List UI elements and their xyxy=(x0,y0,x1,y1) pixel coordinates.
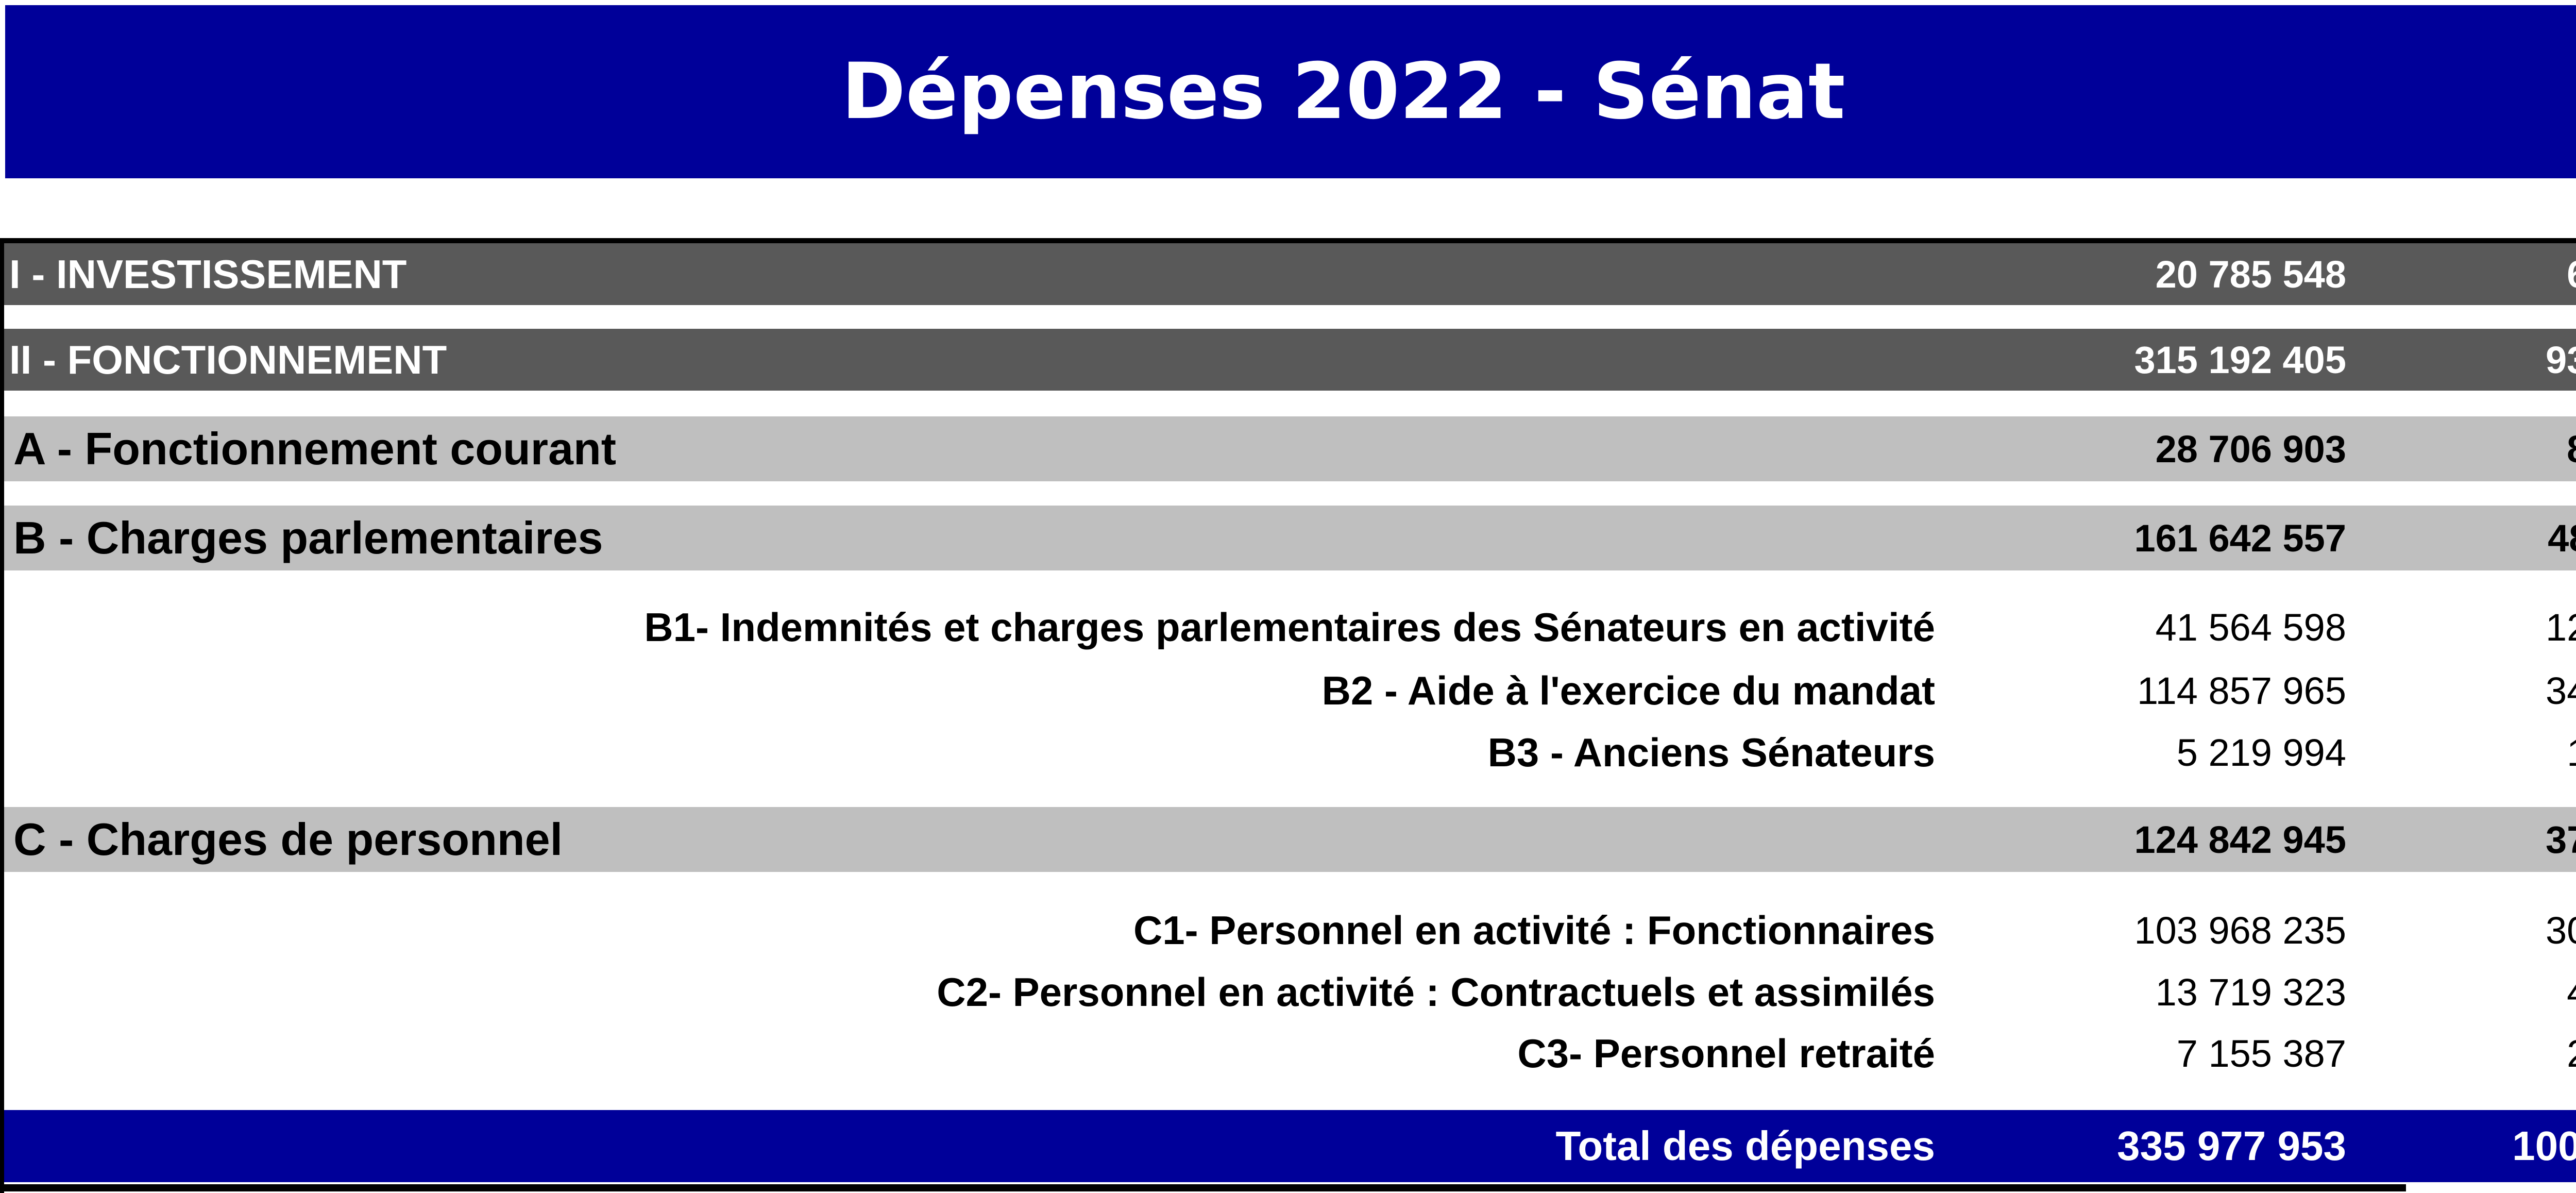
page-title: Dépenses 2022 - Sénat xyxy=(5,5,2576,178)
row-percent: 4,08% xyxy=(2567,970,2576,1014)
row-amount: 7 155 387 xyxy=(2176,1032,2346,1075)
row-amount: 103 968 235 xyxy=(2134,909,2346,952)
row-amount: 161 642 557 xyxy=(2134,516,2346,560)
row-label: C2- Personnel en activité : Contractuels… xyxy=(937,969,1935,1015)
table-row-b1: B1- Indemnités et charges parlementaires… xyxy=(4,599,2576,656)
expenses-table xyxy=(0,238,2576,1193)
row-percent: 37,16% xyxy=(2546,818,2576,861)
row-amount: 114 857 965 xyxy=(2137,669,2346,712)
total-amount: 335 977 953 xyxy=(2117,1123,2346,1169)
row-amount: 41 564 598 xyxy=(2155,606,2346,649)
row-amount: 5 219 994 xyxy=(2176,731,2346,774)
row-percent: 30,94% xyxy=(2546,909,2576,952)
row-amount: 20 785 548 xyxy=(2155,253,2346,296)
table-row-c2: C2- Personnel en activité : Contractuels… xyxy=(4,964,2576,1020)
table-row-charges-personnel: C - Charges de personnel 124 842 945 37,… xyxy=(4,807,2576,872)
table-row-total: Total des dépenses 335 977 953 100,00% xyxy=(4,1110,2576,1182)
row-label: B - Charges parlementaires xyxy=(13,512,603,563)
table-row-c3: C3- Personnel retraité 7 155 387 2,13% xyxy=(4,1025,2576,1082)
row-amount: 28 706 903 xyxy=(2155,427,2346,471)
table-row-c1: C1- Personnel en activité : Fonctionnair… xyxy=(4,902,2576,959)
table-row-b2: B2 - Aide à l'exercice du mandat 114 857… xyxy=(4,662,2576,719)
table-row-fonctionnement: II - FONCTIONNEMENT 315 192 405 93,81% xyxy=(4,329,2576,391)
row-percent: 6,19% xyxy=(2567,253,2576,296)
row-percent: 12,37% xyxy=(2546,606,2576,649)
table-row-fonctionnement-courant: A - Fonctionnement courant 28 706 903 8,… xyxy=(4,416,2576,481)
total-label: Total des dépenses xyxy=(1555,1123,1935,1169)
row-label: I - INVESTISSEMENT xyxy=(9,251,407,297)
table-top-border xyxy=(0,238,2576,243)
row-amount: 124 842 945 xyxy=(2134,818,2346,861)
row-percent: 2,13% xyxy=(2567,1032,2576,1076)
row-percent: 34,19% xyxy=(2546,669,2576,712)
row-percent: 93,81% xyxy=(2546,338,2576,381)
table-bottom-border xyxy=(0,1184,2406,1191)
total-percent: 100,00% xyxy=(2512,1123,2576,1169)
row-percent: 48,11% xyxy=(2548,516,2576,560)
row-label: II - FONCTIONNEMENT xyxy=(9,337,447,382)
row-percent: 1,55% xyxy=(2567,731,2576,775)
row-amount: 13 719 323 xyxy=(2155,970,2346,1014)
row-label: C1- Personnel en activité : Fonctionnair… xyxy=(1133,907,1935,953)
row-label: A - Fonctionnement courant xyxy=(13,423,617,474)
table-row-b3: B3 - Anciens Sénateurs 5 219 994 1,55% xyxy=(4,724,2576,781)
row-label: C3- Personnel retraité xyxy=(1517,1030,1935,1076)
row-percent: 8,54% xyxy=(2567,427,2576,471)
row-label: B1- Indemnités et charges parlementaires… xyxy=(644,604,1935,650)
table-row-charges-parlementaires: B - Charges parlementaires 161 642 557 4… xyxy=(4,506,2576,570)
row-label: B2 - Aide à l'exercice du mandat xyxy=(1321,667,1935,713)
row-label: C - Charges de personnel xyxy=(13,814,563,865)
table-row-investissement: I - INVESTISSEMENT 20 785 548 6,19% xyxy=(4,243,2576,305)
row-amount: 315 192 405 xyxy=(2134,338,2346,381)
row-label: B3 - Anciens Sénateurs xyxy=(1487,729,1935,775)
